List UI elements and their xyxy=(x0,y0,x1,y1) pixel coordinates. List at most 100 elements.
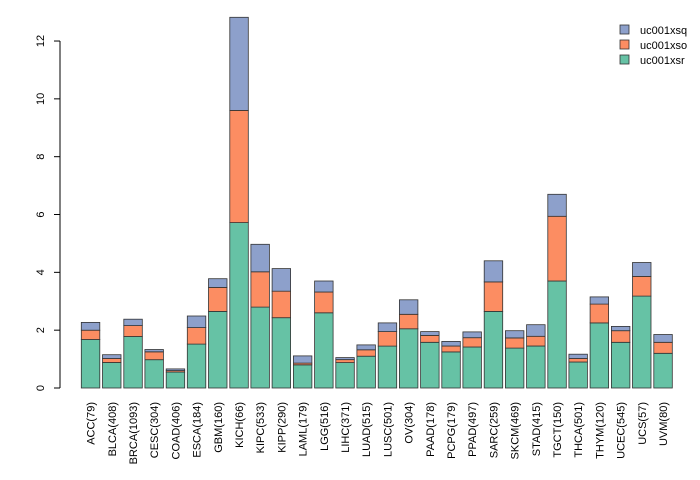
x-tick-label: LIHC(371) xyxy=(340,402,352,453)
y-tick-label: 2 xyxy=(35,327,47,333)
bar-segment-uc001xsq xyxy=(314,280,334,293)
y-axis: 0 2 4 6 8 10 12 xyxy=(35,35,61,391)
bar-segment-uc001xso xyxy=(547,215,567,282)
bar-stack xyxy=(462,331,482,389)
bar-segment-uc001xsr xyxy=(441,351,461,389)
bar-segment-uc001xsq xyxy=(441,340,461,347)
x-tick-label: COAD(406) xyxy=(170,402,182,459)
bar-stack xyxy=(526,324,546,389)
x-tick-label: LGG(516) xyxy=(319,402,331,451)
bar-segment-uc001xsr xyxy=(292,364,313,389)
bar-segment-uc001xsq xyxy=(483,260,504,283)
x-tick-label: GBM(160) xyxy=(213,402,225,453)
bar-segment-uc001xsr xyxy=(80,338,101,389)
bar-stack xyxy=(271,268,292,389)
bar-segment-uc001xsq xyxy=(504,330,525,339)
x-tick-label: OV(304) xyxy=(404,402,416,444)
bar-stack xyxy=(568,353,588,389)
bar-segment-uc001xsq xyxy=(653,334,673,343)
x-tick-label: PCPG(179) xyxy=(446,402,458,459)
bar-segment-uc001xso xyxy=(144,351,164,361)
x-tick-label: LAML(179) xyxy=(298,402,310,456)
bar-segment-uc001xsr xyxy=(102,362,122,389)
x-axis-labels: ACC(79) BLCA(408) BRCA(1093) CESC(304) COAD(… xyxy=(86,402,670,464)
bar-stack xyxy=(292,355,313,389)
x-tick-label: SARC(259) xyxy=(488,402,500,458)
bar-segment-uc001xsr xyxy=(547,280,567,389)
y-tick-label: 8 xyxy=(35,154,47,160)
bar-segment-uc001xsq xyxy=(165,368,186,371)
bar-segment-uc001xsr xyxy=(462,346,482,389)
bar-stack xyxy=(208,278,228,389)
y-tick-label: 6 xyxy=(35,211,47,217)
bar-segment-uc001xso xyxy=(250,271,270,308)
bar-segment-uc001xsq xyxy=(250,243,270,273)
legend-label-uc001xso: uc001xso xyxy=(640,40,687,52)
bar-segment-uc001xsr xyxy=(271,317,292,389)
bar-segment-uc001xso xyxy=(208,286,228,312)
bar-segment-uc001xsr xyxy=(526,345,546,389)
x-tick-label: THCA(501) xyxy=(573,402,585,458)
bar-segment-uc001xso xyxy=(611,330,631,343)
bar-stack xyxy=(377,322,398,389)
y-tick-label: 10 xyxy=(35,93,47,105)
bar-stack xyxy=(420,331,440,389)
x-tick-label: BLCA(408) xyxy=(107,402,119,456)
bar-segment-uc001xsq xyxy=(229,16,249,111)
bar-segment-uc001xsr xyxy=(144,359,164,389)
bar-segment-uc001xsq xyxy=(611,325,631,332)
bar-segment-uc001xsr xyxy=(483,310,504,389)
x-tick-label: THYM(120) xyxy=(594,402,606,459)
bar-segment-uc001xso xyxy=(314,291,334,314)
x-tick-label: KICH(66) xyxy=(234,402,246,448)
y-tick-label: 4 xyxy=(35,269,47,275)
x-tick-label: LUSC(501) xyxy=(382,402,394,457)
bar-segment-uc001xsr xyxy=(123,336,143,389)
bar-segment-uc001xsq xyxy=(568,353,588,359)
bar-segment-uc001xso xyxy=(653,341,673,354)
bar-segment-uc001xso xyxy=(123,325,143,337)
legend-label-uc001xsr: uc001xsr xyxy=(640,55,685,67)
x-tick-label: SKCM(469) xyxy=(510,402,522,459)
bar-segment-uc001xsr xyxy=(208,310,228,389)
bar-segment-uc001xsr xyxy=(314,312,334,389)
bar-segment-uc001xsq xyxy=(208,278,228,288)
x-tick-label: UCS(57) xyxy=(637,402,649,445)
x-tick-label: PAAD(178) xyxy=(425,402,437,457)
x-tick-label: STAD(415) xyxy=(531,402,543,456)
bar-stack xyxy=(314,280,334,389)
y-tick-label: 12 xyxy=(35,35,47,47)
bar-segment-uc001xsq xyxy=(144,349,164,353)
bar-segment-uc001xsq xyxy=(526,324,546,337)
bar-segment-uc001xsr xyxy=(356,355,376,389)
bar-segment-uc001xso xyxy=(420,334,440,343)
bar-stack xyxy=(144,349,164,389)
bar-stack xyxy=(123,318,143,389)
bar-stack xyxy=(335,357,355,389)
bar-stack xyxy=(653,334,673,389)
bar-segment-uc001xsq xyxy=(420,331,440,336)
bar-stack xyxy=(483,260,504,389)
legend-swatch-uc001xsr xyxy=(619,54,630,65)
x-tick-label: CESC(304) xyxy=(149,402,161,458)
bar-segment-uc001xso xyxy=(229,110,249,223)
bar-segment-uc001xso xyxy=(186,327,207,345)
bar-stack xyxy=(102,354,122,389)
bar-segment-uc001xso xyxy=(568,358,588,363)
x-tick-label: ACC(79) xyxy=(86,402,98,445)
bar-segment-uc001xso xyxy=(441,345,461,353)
bar-segment-uc001xsr xyxy=(229,222,249,389)
bar-segment-uc001xsq xyxy=(292,355,313,364)
bar-stack xyxy=(229,16,249,389)
bar-segment-uc001xsq xyxy=(398,299,419,315)
bar-stack xyxy=(441,340,461,389)
bar-segment-uc001xso xyxy=(102,358,122,363)
bar-segment-uc001xso xyxy=(462,337,482,348)
bar-segment-uc001xsq xyxy=(102,354,122,359)
bar-segment-uc001xsr xyxy=(398,328,419,389)
bar-segment-uc001xsq xyxy=(547,193,567,217)
bar-segment-uc001xsr xyxy=(611,341,631,389)
bar-segment-uc001xsr xyxy=(653,352,673,389)
x-tick-label: UCEC(545) xyxy=(616,402,628,459)
